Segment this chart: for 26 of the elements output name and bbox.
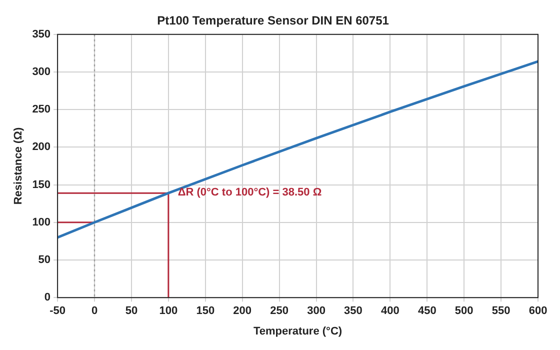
x-tick-label: 100 xyxy=(159,305,178,318)
x-tick-label: 200 xyxy=(233,305,252,318)
x-tick-label: 500 xyxy=(454,305,474,318)
x-tick-label: 450 xyxy=(418,305,436,318)
chart-title: Pt100 Temperature Sensor DIN EN 60751 xyxy=(157,14,390,28)
y-tick-label: 50 xyxy=(38,254,51,266)
x-tick-label: 0 xyxy=(91,305,98,318)
y-tick-label: 0 xyxy=(44,292,51,304)
y-tick-label: 150 xyxy=(32,178,51,191)
x-tick-label: -50 xyxy=(50,305,66,318)
x-tick-label: 600 xyxy=(528,305,548,318)
y-tick-label: 350 xyxy=(32,28,51,40)
x-tick-label: 150 xyxy=(196,305,215,318)
y-axis-title: Resistance (Ω) xyxy=(12,127,25,205)
x-tick-label: 250 xyxy=(270,305,288,318)
x-tick-label: 400 xyxy=(380,305,400,318)
y-tick-label: 250 xyxy=(32,104,51,116)
annotation: ΔR (0°C to 100°C) = 38.50 Ω xyxy=(178,186,322,198)
x-axis-title: Temperature (°C) xyxy=(254,325,342,338)
x-tick-label: 50 xyxy=(125,305,138,318)
x-tick-label: 300 xyxy=(307,305,326,318)
x-tick-label: 550 xyxy=(492,305,510,318)
y-tick-label: 100 xyxy=(32,216,51,228)
y-tick-label: 300 xyxy=(32,66,51,78)
y-tick-label: 200 xyxy=(32,141,51,154)
x-tick-label: 350 xyxy=(344,305,362,318)
